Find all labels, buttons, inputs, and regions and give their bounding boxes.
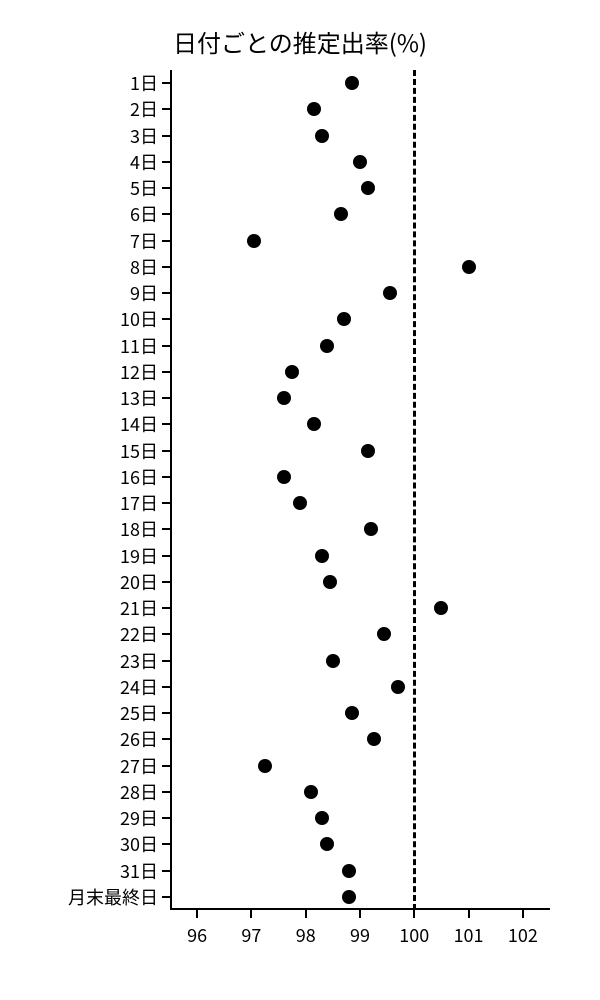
- data-point: [361, 444, 375, 458]
- y-tick-label: 9日: [130, 280, 170, 306]
- y-tick-label: 2日: [130, 96, 170, 122]
- x-tick-label: 102: [508, 910, 538, 948]
- data-point: [307, 417, 321, 431]
- y-axis-line: [170, 70, 172, 910]
- y-tick-label: 11日: [120, 333, 170, 359]
- data-point: [434, 601, 448, 615]
- data-point: [320, 837, 334, 851]
- data-point: [326, 654, 340, 668]
- y-tick-label: 3日: [130, 123, 170, 149]
- y-tick-label: 13日: [120, 385, 170, 411]
- y-tick-label: 19日: [120, 543, 170, 569]
- data-point: [323, 575, 337, 589]
- y-tick-label: 7日: [130, 228, 170, 254]
- data-point: [315, 549, 329, 563]
- data-point: [342, 864, 356, 878]
- data-point: [307, 102, 321, 116]
- data-point: [247, 234, 261, 248]
- y-tick-label: 29日: [120, 805, 170, 831]
- y-tick-label: 16日: [120, 464, 170, 490]
- y-tick-label: 15日: [120, 438, 170, 464]
- y-tick-label: 23日: [120, 648, 170, 674]
- data-point: [320, 339, 334, 353]
- data-point: [342, 890, 356, 904]
- y-tick-label: 12日: [120, 359, 170, 385]
- y-tick-label: 18日: [120, 516, 170, 542]
- data-point: [391, 680, 405, 694]
- y-tick-label: 4日: [130, 149, 170, 175]
- x-tick-label: 101: [454, 910, 484, 948]
- y-tick-label: 6日: [130, 201, 170, 227]
- y-tick-label: 26日: [120, 726, 170, 752]
- data-point: [334, 207, 348, 221]
- x-tick-label: 97: [241, 910, 261, 948]
- y-tick-label: 25日: [120, 700, 170, 726]
- data-point: [361, 181, 375, 195]
- y-tick-label: 27日: [120, 753, 170, 779]
- data-point: [277, 391, 291, 405]
- data-point: [383, 286, 397, 300]
- x-tick-label: 96: [187, 910, 207, 948]
- y-tick-label: 14日: [120, 411, 170, 437]
- chart-title: 日付ごとの推定出率(%): [0, 24, 600, 59]
- y-tick-label: 21日: [120, 595, 170, 621]
- y-tick-label: 31日: [120, 858, 170, 884]
- y-tick-label: 5日: [130, 175, 170, 201]
- page: 日付ごとの推定出率(%) 1日2日3日4日5日6日7日8日9日10日11日12日…: [0, 0, 600, 1000]
- x-tick-label: 98: [296, 910, 316, 948]
- y-tick-label: 22日: [120, 621, 170, 647]
- data-point: [315, 811, 329, 825]
- data-point: [293, 496, 307, 510]
- data-point: [364, 522, 378, 536]
- data-point: [315, 129, 329, 143]
- data-point: [345, 76, 359, 90]
- plot-area: 1日2日3日4日5日6日7日8日9日10日11日12日13日14日15日16日1…: [170, 70, 550, 910]
- y-tick-label: 10日: [120, 306, 170, 332]
- data-point: [285, 365, 299, 379]
- y-tick-label: 1日: [130, 70, 170, 96]
- y-tick-label: 24日: [120, 674, 170, 700]
- data-point: [462, 260, 476, 274]
- data-point: [377, 627, 391, 641]
- x-tick-label: 99: [350, 910, 370, 948]
- data-point: [258, 759, 272, 773]
- data-point: [277, 470, 291, 484]
- y-tick-label: 月末最終日: [68, 884, 170, 910]
- data-point: [304, 785, 318, 799]
- data-point: [367, 732, 381, 746]
- data-point: [337, 312, 351, 326]
- y-tick-label: 8日: [130, 254, 170, 280]
- data-point: [353, 155, 367, 169]
- x-tick-label: 100: [399, 910, 429, 948]
- y-tick-label: 17日: [120, 490, 170, 516]
- y-tick-label: 30日: [120, 831, 170, 857]
- data-point: [345, 706, 359, 720]
- reference-line: [413, 70, 416, 910]
- y-tick-label: 28日: [120, 779, 170, 805]
- y-tick-label: 20日: [120, 569, 170, 595]
